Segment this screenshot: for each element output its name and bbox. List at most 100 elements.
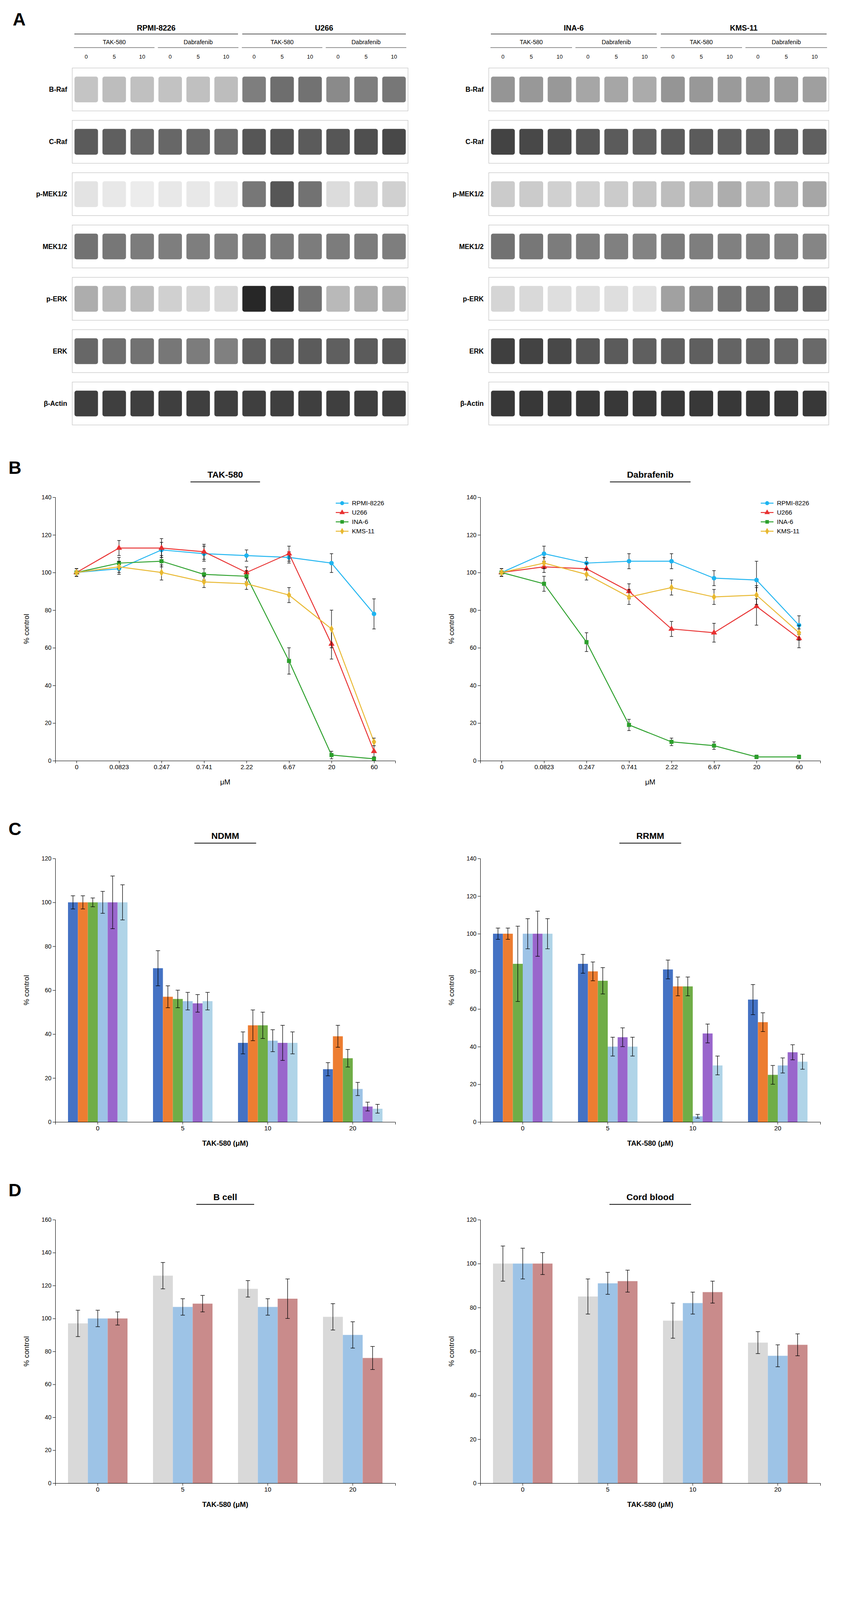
y-tick-label: 0 — [473, 757, 477, 765]
series-marker — [499, 568, 504, 577]
error-bar — [690, 1292, 695, 1315]
error-bar — [525, 918, 530, 950]
error-bar-cap — [754, 561, 759, 562]
legend-symbol — [764, 509, 771, 515]
lane-label: 10 — [726, 53, 733, 60]
error-bar-cap — [265, 1298, 270, 1299]
error-bar-cap — [245, 1280, 250, 1281]
y-axis: 020406080100120140 — [466, 493, 481, 765]
group-underline — [660, 33, 827, 35]
y-tick-label: 80 — [44, 606, 52, 614]
x-tick-label: 0 — [96, 1485, 100, 1494]
row-label: C-Raf — [465, 138, 484, 146]
subgroup-label: TAK-580 — [519, 38, 543, 46]
error-bar-cap — [505, 939, 510, 940]
y-tick-mark — [477, 1219, 481, 1221]
blot-band — [158, 128, 182, 155]
series-marker — [244, 553, 250, 559]
error-bar-stem — [262, 1012, 264, 1039]
y-tick-mark — [477, 497, 481, 498]
row-label: p-ERK — [46, 295, 68, 303]
lane-label: 5 — [112, 53, 116, 60]
x-tick: 20 — [753, 760, 761, 771]
error-bar-stem — [82, 895, 83, 910]
bar — [542, 933, 553, 1122]
blot-band — [326, 286, 350, 312]
error-bar-cap — [365, 1110, 370, 1112]
blot-band — [242, 128, 266, 155]
y-tick: 80 — [44, 606, 56, 614]
blot-band — [774, 128, 799, 155]
y-tick: 60 — [44, 1380, 56, 1388]
series-marker — [201, 572, 206, 577]
error-bar-cap — [515, 1001, 520, 1002]
series-marker — [286, 591, 292, 599]
y-tick-mark — [52, 1417, 56, 1418]
error-bar-stem — [252, 1010, 253, 1041]
y-tick: 140 — [41, 1249, 56, 1256]
series-marker — [668, 625, 675, 631]
error-bar-stem — [717, 1056, 718, 1075]
error-bar — [545, 918, 550, 950]
y-tick-mark — [477, 1439, 481, 1440]
blot-band — [382, 338, 406, 365]
error-bar — [585, 1279, 590, 1315]
error-bar-stem — [797, 1334, 798, 1357]
series-marker — [116, 563, 122, 571]
x-tick: 0 — [521, 1483, 525, 1494]
series-line — [501, 566, 799, 639]
error-bar-stem — [697, 1114, 698, 1119]
legend-item: RPMI-8226 — [760, 499, 810, 507]
row-box — [72, 329, 408, 373]
lane-label: 0 — [168, 53, 172, 60]
chart-line: 02040608010012014000.08230.2470.7412.226… — [447, 469, 821, 787]
lane-label: 10 — [641, 53, 648, 60]
error-bar — [180, 1298, 185, 1316]
blot-band — [298, 128, 322, 155]
plot-area — [493, 1246, 808, 1484]
x-tick: 10 — [264, 1483, 272, 1494]
x-tick: 0.741 — [196, 760, 213, 771]
blot-band — [745, 76, 770, 103]
error-bar-stem — [587, 1279, 589, 1315]
bar — [192, 1303, 213, 1484]
error-bar — [280, 1025, 285, 1061]
lane-label: 5 — [280, 53, 284, 60]
error-bar — [329, 751, 334, 760]
y-tick-label: 60 — [469, 644, 477, 652]
error-bar-cap — [580, 954, 586, 955]
blot-band — [490, 181, 515, 208]
error-bar-cap — [669, 579, 674, 581]
error-bar-stem — [242, 1031, 244, 1054]
blot-band — [802, 76, 827, 103]
row-box — [72, 172, 408, 216]
error-bar-cap — [244, 578, 249, 579]
error-bar-cap — [797, 625, 801, 626]
error-bar — [205, 992, 210, 1010]
error-bar — [600, 967, 605, 995]
error-bar-stem — [592, 962, 593, 981]
error-bar — [790, 1044, 795, 1060]
title-underline — [609, 1204, 692, 1205]
y-axis-title: % control — [447, 975, 456, 1006]
blot-band — [102, 181, 126, 208]
y-axis-line — [52, 1220, 56, 1484]
x-tick: 10 — [689, 1483, 697, 1494]
y-tick-mark — [52, 685, 56, 686]
error-bar-cap — [285, 1278, 290, 1280]
error-bar-cap — [669, 568, 674, 570]
error-bar-cap — [600, 993, 605, 995]
bar — [587, 971, 598, 1122]
blot-band — [575, 390, 600, 417]
y-tick-mark — [52, 1351, 56, 1352]
y-tick-mark — [477, 896, 481, 897]
plot-area — [498, 546, 802, 760]
blot-band — [158, 181, 182, 208]
blot-band — [382, 286, 406, 312]
blot-band — [575, 128, 600, 155]
y-tick-mark — [52, 535, 56, 536]
blot-band — [186, 338, 210, 365]
y-tick-label: 140 — [466, 493, 477, 501]
legend-label: RPMI-8226 — [351, 499, 385, 507]
y-tick: 0 — [48, 757, 56, 765]
